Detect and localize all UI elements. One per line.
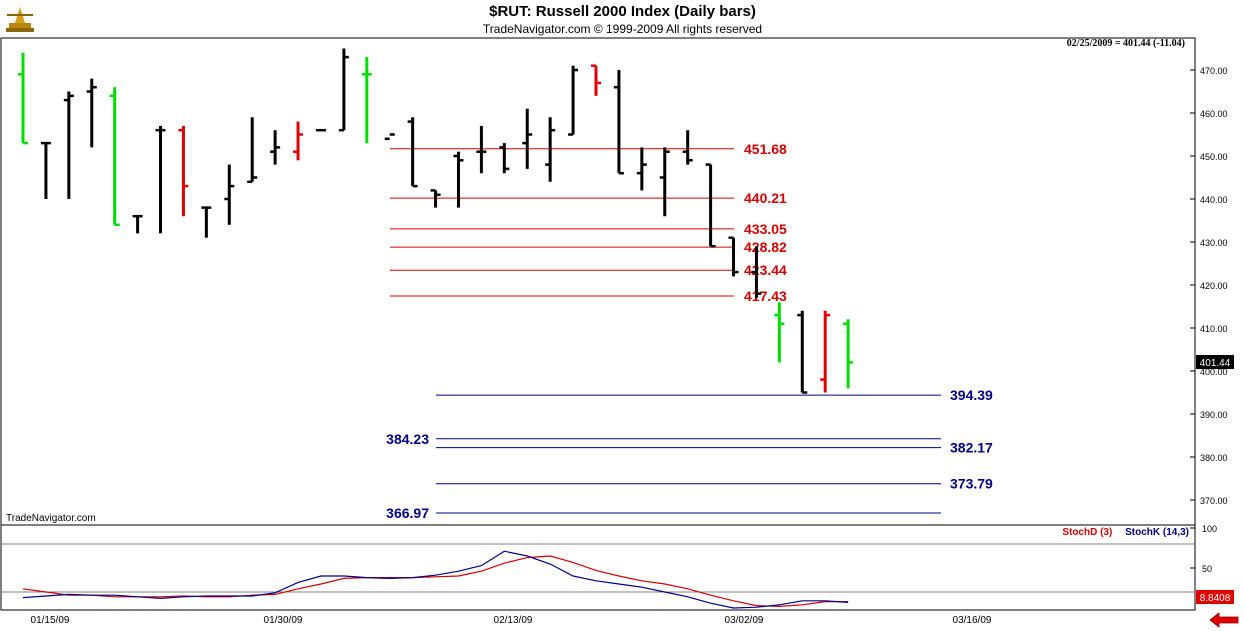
price-pane-border xyxy=(0,37,1196,526)
ohlc-bars xyxy=(18,48,854,394)
scroll-left-arrow-icon[interactable] xyxy=(1209,612,1239,628)
ohlc-bar xyxy=(774,302,785,363)
stoch-lines xyxy=(22,550,849,609)
price-levels: 451.68 440.21 433.05 428.82 423.44 417.43 394.… xyxy=(386,141,993,521)
stoch-value-tag: 8.8408 xyxy=(1200,593,1231,604)
ohlc-bar xyxy=(178,125,189,217)
ohlc-bar xyxy=(247,117,258,184)
stoch-series-line xyxy=(22,555,849,608)
stoch-tick-label: 100 xyxy=(1202,524,1217,534)
level-label: 440.21 xyxy=(744,190,787,206)
ohlc-bar xyxy=(40,141,51,199)
ohlc-bar xyxy=(636,147,647,191)
stochd-legend-label: StochD (3) xyxy=(1062,527,1113,538)
ohlc-bar xyxy=(407,117,418,188)
price-axis: 370.00 380.00 390.00 400.00 410.00 420.00 430.… xyxy=(1190,66,1228,506)
ohlc-bar xyxy=(201,206,212,238)
date-tick-label: 01/15/09 xyxy=(31,615,70,626)
price-tick-label: 470.00 xyxy=(1200,66,1228,76)
price-tick-label: 370.00 xyxy=(1200,496,1228,506)
date-tick-label: 03/16/09 xyxy=(953,615,992,626)
ohlc-bar xyxy=(591,64,601,96)
price-tick-label: 430.00 xyxy=(1200,238,1228,248)
ohlc-bar xyxy=(499,143,510,174)
ohlc-bar xyxy=(682,130,693,165)
ohlc-bar xyxy=(843,319,854,389)
price-readout: 02/25/2009 = 401.44 (-11.04) xyxy=(1066,38,1185,49)
ohlc-bar xyxy=(545,117,556,182)
ohlc-bar xyxy=(270,130,281,165)
stoch-axis: 50 100 xyxy=(1,524,1217,593)
date-axis: 01/15/09 01/30/09 02/13/09 03/02/09 03/16/09 xyxy=(31,615,992,626)
level-label: 433.05 xyxy=(744,221,787,237)
level-label: 428.82 xyxy=(744,239,787,255)
ohlc-bar xyxy=(568,65,579,136)
level-label: 417.43 xyxy=(744,288,787,304)
ohlc-bar xyxy=(293,121,304,161)
ohlc-bar xyxy=(613,70,624,175)
ohlc-bar xyxy=(361,57,372,144)
ohlc-bar xyxy=(476,125,487,174)
stoch-series-line xyxy=(22,550,849,609)
price-tick-label: 450.00 xyxy=(1200,152,1228,162)
ohlc-bar xyxy=(155,125,166,234)
price-tick-label: 410.00 xyxy=(1200,324,1228,334)
price-tick-label: 460.00 xyxy=(1200,109,1228,119)
price-tick-label: 390.00 xyxy=(1200,410,1228,420)
price-tick-label: 420.00 xyxy=(1200,281,1228,291)
ohlc-bar xyxy=(430,189,441,208)
ohlc-bar xyxy=(820,310,831,393)
ohlc-bar xyxy=(705,163,716,248)
ohlc-bar xyxy=(659,147,670,217)
copyright-text: TradeNavigator.com © 1999-2009 All right… xyxy=(482,22,763,36)
ohlc-bar xyxy=(522,108,533,169)
ohlc-bar xyxy=(86,78,97,148)
ohlc-bar xyxy=(797,310,808,394)
price-tick-label: 400.00 xyxy=(1200,367,1228,377)
last-price-tag: 401.44 xyxy=(1200,358,1231,369)
ohlc-bar xyxy=(384,133,395,141)
level-label: 423.44 xyxy=(744,262,787,278)
value-tags: 401.44 8.8408 xyxy=(1196,355,1234,604)
level-label: 394.39 xyxy=(950,387,993,403)
date-tick-label: 01/30/09 xyxy=(264,615,303,626)
stoch-tick-label: 50 xyxy=(1202,564,1212,574)
ohlc-bar xyxy=(18,52,28,145)
stoch-legend: StochD (3) StochK (14,3) xyxy=(1062,527,1189,538)
ohlc-bar xyxy=(132,214,143,234)
stochk-legend-label: StochK (14,3) xyxy=(1125,527,1189,538)
watermark: TradeNavigator.com xyxy=(6,513,96,524)
ohlc-bar xyxy=(751,246,762,298)
level-label: 382.17 xyxy=(950,440,993,456)
price-tick-label: 380.00 xyxy=(1200,453,1228,463)
level-label: 451.68 xyxy=(744,141,787,157)
ohlc-bar xyxy=(63,91,74,199)
ohlc-bar xyxy=(109,87,120,227)
date-tick-label: 03/02/09 xyxy=(725,615,764,626)
chart-title: $RUT: Russell 2000 Index (Daily bars) xyxy=(489,3,756,20)
ohlc-bar xyxy=(338,48,349,132)
trade-navigator-logo-icon xyxy=(3,3,37,35)
level-label: 384.23 xyxy=(386,431,429,447)
ohlc-bar xyxy=(224,164,235,225)
ohlc-bar xyxy=(453,151,464,208)
level-label: 366.97 xyxy=(386,505,429,521)
ohlc-bar xyxy=(728,236,739,277)
price-tick-label: 440.00 xyxy=(1200,195,1228,205)
date-tick-label: 02/13/09 xyxy=(494,615,533,626)
level-label: 373.79 xyxy=(950,476,993,492)
